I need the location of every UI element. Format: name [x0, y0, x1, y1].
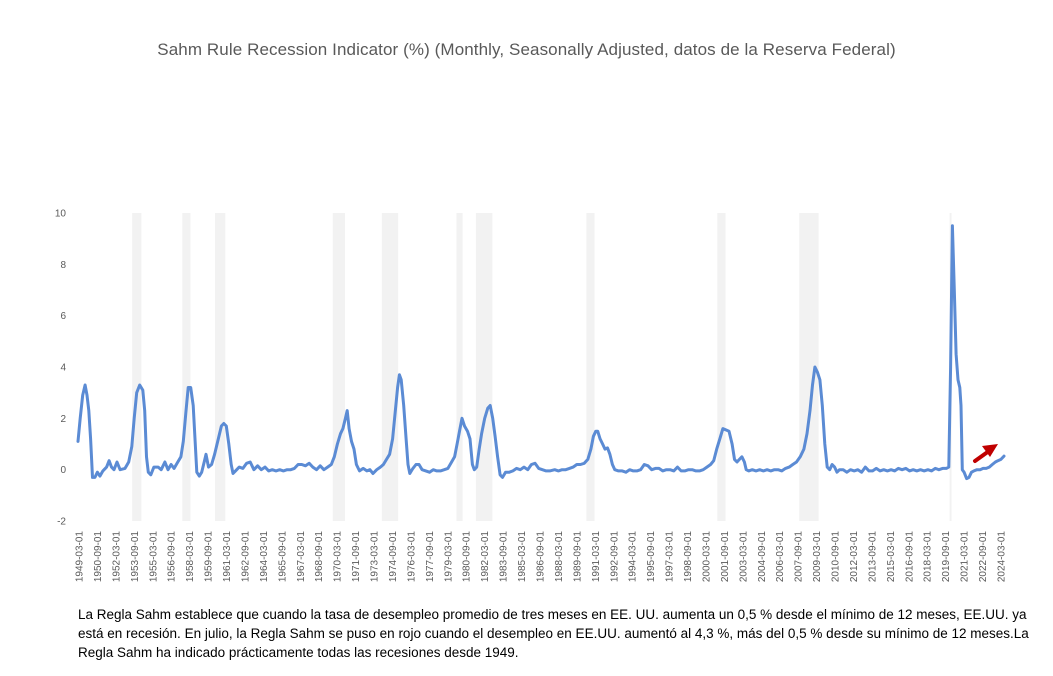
annotation-layer [973, 444, 998, 463]
x-tick-label: 2015-03-01 [886, 531, 897, 583]
recession-band [132, 213, 142, 521]
x-tick-label: 1980-09-01 [462, 531, 473, 583]
x-tick-label: 2004-09-01 [757, 531, 768, 583]
x-tick-label: 1956-09-01 [167, 531, 178, 583]
x-tick-label: 1982-03-01 [480, 531, 491, 583]
recession-band [456, 213, 463, 521]
x-tick-label: 1953-09-01 [130, 531, 141, 583]
x-tick-label: 1979-03-01 [443, 531, 454, 583]
x-tick-label: 1994-03-01 [628, 531, 639, 583]
x-tick-label: 1962-09-01 [240, 531, 251, 583]
x-tick-label: 1988-03-01 [554, 531, 565, 583]
x-tick-label: 1989-09-01 [572, 531, 583, 583]
y-axis-tick-labels: -2 0 2 4 6 8 10 [55, 209, 67, 528]
x-tick-label: 1958-03-01 [185, 531, 196, 583]
x-tick-label: 2018-03-01 [923, 531, 934, 583]
x-tick-label: 1949-03-01 [75, 531, 86, 583]
x-tick-label: 2024-03-01 [997, 531, 1008, 583]
y-tick-label: 2 [60, 414, 66, 425]
chart-title: Sahm Rule Recession Indicator (%) (Month… [157, 40, 896, 59]
x-tick-label: 2009-03-01 [812, 531, 823, 583]
x-tick-label: 1973-03-01 [370, 531, 381, 583]
y-tick-label: -2 [57, 517, 66, 528]
x-tick-label: 1967-03-01 [296, 531, 307, 583]
recession-bands [132, 213, 952, 521]
x-tick-label: 1955-03-01 [148, 531, 159, 583]
y-tick-label: 8 [60, 260, 66, 271]
x-tick-label: 1961-03-01 [222, 531, 233, 583]
x-tick-label: 1970-03-01 [333, 531, 344, 583]
x-tick-label: 1977-09-01 [425, 531, 436, 583]
recession-band [717, 213, 726, 521]
recession-band [332, 213, 346, 521]
x-tick-label: 1976-03-01 [406, 531, 417, 583]
y-tick-label: 0 [60, 465, 66, 476]
x-tick-label: 1964-03-01 [259, 531, 270, 583]
trend-arrow-icon [973, 444, 998, 463]
x-tick-label: 2001-09-01 [720, 531, 731, 583]
y-tick-label: 6 [60, 311, 66, 322]
recession-band [475, 213, 493, 521]
x-tick-label: 1992-09-01 [609, 531, 620, 583]
sahm-rule-line-chart: -2 0 2 4 6 8 10 1949-03-01 1950-09-01 1952-03-01… [55, 209, 1008, 583]
x-tick-label: 2003-03-01 [738, 531, 749, 583]
series-line [76, 224, 1006, 481]
x-tick-label: 1997-03-01 [665, 531, 676, 583]
x-tick-label: 1991-03-01 [591, 531, 602, 583]
x-tick-label: 1968-09-01 [314, 531, 325, 583]
x-tick-label: 1974-09-01 [388, 531, 399, 583]
x-tick-label: 1983-09-01 [499, 531, 510, 583]
x-tick-label: 1986-09-01 [536, 531, 547, 583]
x-tick-label: 1971-09-01 [351, 531, 362, 583]
y-tick-label: 10 [55, 209, 67, 220]
x-tick-label: 2019-09-01 [941, 531, 952, 583]
x-tick-label: 2010-09-01 [831, 531, 842, 583]
x-tick-label: 2000-03-01 [701, 531, 712, 583]
x-tick-label: 1950-09-01 [93, 531, 104, 583]
recession-band [381, 213, 399, 521]
x-tick-label: 1952-03-01 [111, 531, 122, 583]
x-tick-label: 1985-03-01 [517, 531, 528, 583]
series-layer [76, 224, 1006, 481]
x-tick-label: 1965-09-01 [277, 531, 288, 583]
x-tick-label: 2021-03-01 [960, 531, 971, 583]
x-tick-label: 2022-09-01 [978, 531, 989, 583]
x-tick-label: 2012-03-01 [849, 531, 860, 583]
x-tick-label: 1995-09-01 [646, 531, 657, 583]
recession-band [586, 213, 595, 521]
x-axis-tick-labels: 1949-03-01 1950-09-01 1952-03-01 1953-09-01… [75, 531, 1008, 583]
x-tick-label: 2006-03-01 [775, 531, 786, 583]
y-tick-label: 4 [60, 363, 66, 374]
chart-caption: La Regla Sahm establece que cuando la ta… [78, 607, 1029, 660]
x-tick-label: 2007-09-01 [794, 531, 805, 583]
x-tick-label: 2013-09-01 [867, 531, 878, 583]
x-tick-label: 1998-09-01 [683, 531, 694, 583]
recession-band [215, 213, 226, 521]
recession-band [182, 213, 191, 521]
x-tick-label: 2016-09-01 [904, 531, 915, 583]
x-tick-label: 1959-09-01 [204, 531, 215, 583]
